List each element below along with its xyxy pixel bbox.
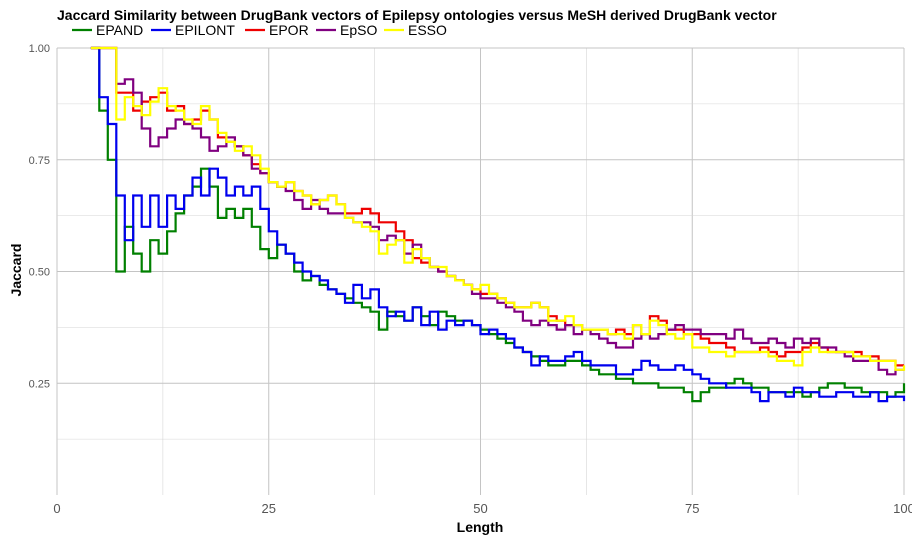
series-group	[90, 46, 906, 403]
x-tick-label: 75	[685, 501, 699, 516]
series-line-epand	[90, 46, 906, 403]
y-tick-label: 0.50	[29, 267, 50, 279]
y-tick-label: 0.25	[29, 378, 50, 390]
x-tick-label: 25	[262, 501, 276, 516]
tick-labels: 0 25 50 75 100 0.25 0.50 0.75 1.00	[29, 43, 912, 516]
series-line-epilont	[90, 46, 906, 403]
x-tick-label: 0	[53, 501, 60, 516]
legend: EPAND EPILONT EPOR EpSO ESSO	[72, 22, 447, 38]
y-tick-label: 1.00	[29, 43, 50, 55]
x-axis-title: Length	[457, 519, 504, 535]
legend-label-epso: EpSO	[340, 22, 377, 38]
legend-label-esso: ESSO	[408, 22, 447, 38]
series-line-epor	[90, 46, 904, 367]
legend-label-epor: EPOR	[269, 22, 309, 38]
legend-label-epand: EPAND	[96, 22, 143, 38]
series-line-esso	[90, 46, 906, 371]
legend-label-epilont: EPILONT	[175, 22, 235, 38]
x-tick-label: 50	[473, 501, 487, 516]
chart-title: Jaccard Similarity between DrugBank vect…	[57, 7, 777, 23]
y-axis-title: Jaccard	[8, 244, 24, 297]
series-line-epso	[90, 46, 904, 376]
y-tick-label: 0.75	[29, 155, 50, 167]
x-tick-label: 100	[893, 501, 912, 516]
